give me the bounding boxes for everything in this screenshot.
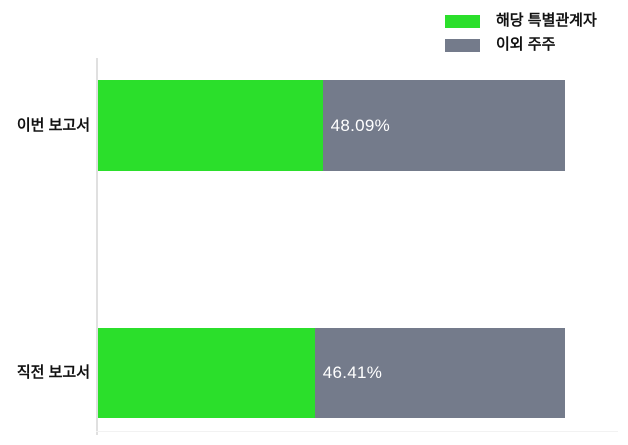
value-label-current-report: 48.09% bbox=[330, 115, 391, 135]
legend: 해당 특별관계자 이외 주주 bbox=[445, 12, 597, 62]
category-label-current-report: 이번 보고서 bbox=[16, 117, 90, 134]
legend-item-special-related: 해당 특별관계자 bbox=[445, 12, 597, 29]
legend-item-other-shareholders: 이외 주주 bbox=[445, 36, 597, 53]
legend-swatch-gray bbox=[445, 38, 480, 52]
bar-segment-special-related bbox=[98, 80, 323, 171]
bar-segment-special-related bbox=[98, 328, 315, 418]
y-axis-line bbox=[96, 58, 98, 435]
legend-label-special-related: 해당 특별관계자 bbox=[496, 12, 597, 29]
legend-label-other-shareholders: 이외 주주 bbox=[496, 36, 556, 53]
bar-segment-other-shareholders: 48.09% bbox=[322, 80, 565, 171]
value-label-previous-report: 46.41% bbox=[322, 363, 383, 382]
category-label-previous-report: 직전 보고서 bbox=[16, 364, 90, 381]
legend-swatch-green bbox=[445, 14, 480, 28]
bar-segment-other-shareholders: 46.41% bbox=[314, 328, 565, 418]
x-axis-line bbox=[96, 431, 618, 432]
bar-row-current-report: 48.09% bbox=[98, 80, 565, 171]
bar-row-previous-report: 46.41% bbox=[98, 328, 565, 418]
